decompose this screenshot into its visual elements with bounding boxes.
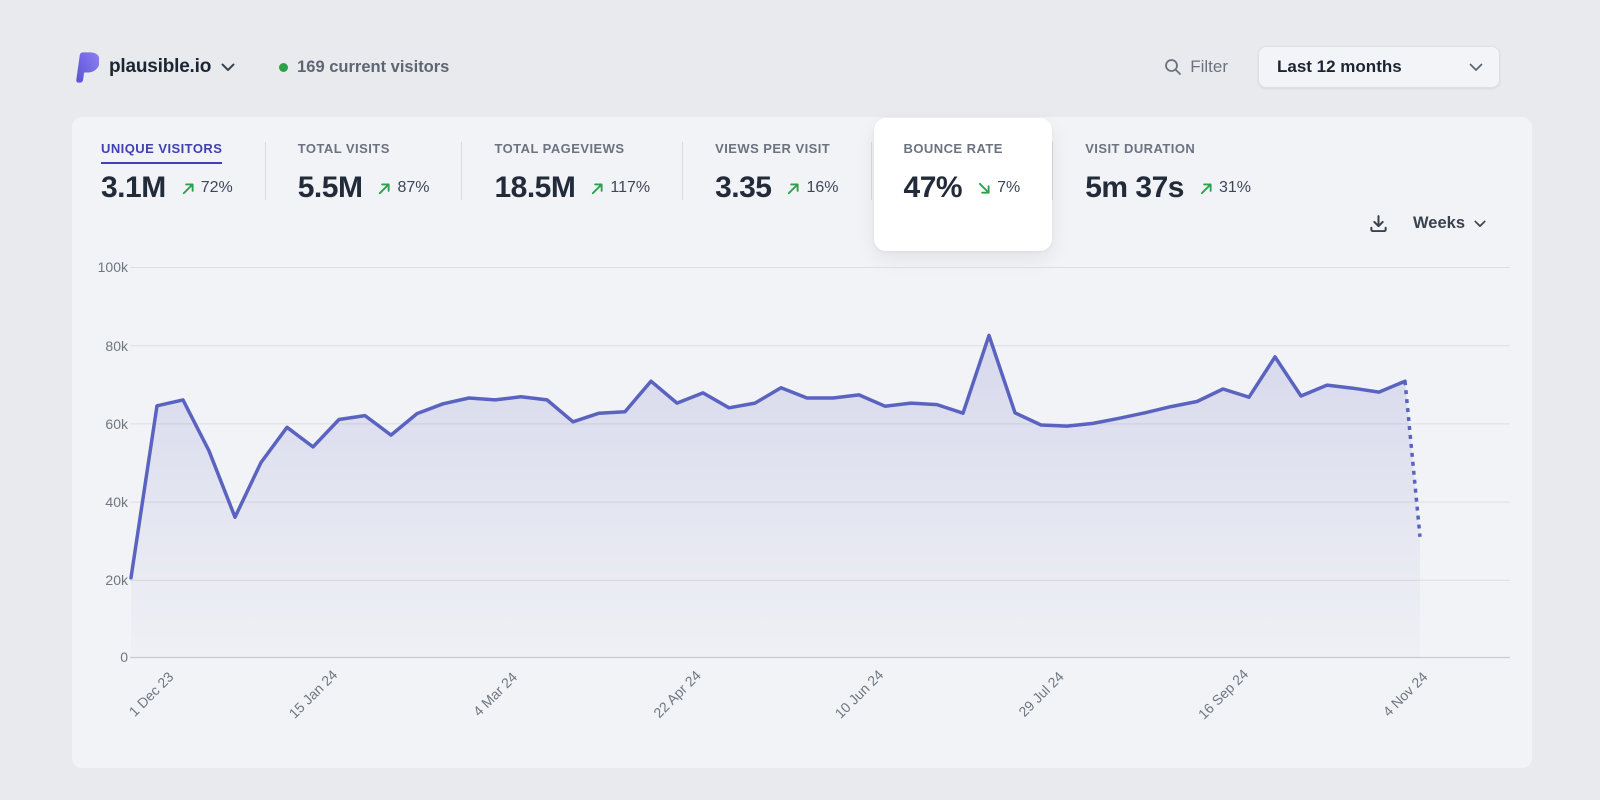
arrow-up-right-icon — [786, 181, 801, 196]
y-axis-tick-label: 60k — [105, 416, 128, 432]
stat-label: UNIQUE VISITORS — [101, 141, 223, 164]
stat-change: 7% — [997, 179, 1021, 196]
interval-dropdown[interactable]: Weeks — [1413, 214, 1486, 233]
stat-change: 117% — [610, 179, 651, 196]
stat-change: 31% — [1218, 179, 1251, 196]
stat-unique-visitors[interactable]: UNIQUE VISITORS 3.1M 72% — [101, 140, 233, 205]
stat-label: TOTAL VISITS — [297, 141, 390, 156]
arrow-up-right-icon — [1199, 181, 1214, 196]
stat-divider — [264, 142, 266, 200]
stat-visit-duration[interactable]: VISIT DURATION 5m 37s 31% — [1085, 140, 1251, 205]
interval-label: Weeks — [1413, 214, 1465, 232]
stat-label: TOTAL PAGEVIEWS — [494, 141, 625, 156]
chevron-down-icon — [1469, 63, 1483, 72]
stat-change: 16% — [806, 179, 839, 196]
top-stats-row: UNIQUE VISITORS 3.1M 72% TOTAL VISITS 5.… — [101, 118, 1251, 251]
stat-label: VISIT DURATION — [1085, 141, 1196, 156]
site-name: plausible.io — [109, 56, 212, 77]
top-header: plausible.io 169 current visitors Filter… — [72, 44, 1500, 90]
stat-value: 3.35 — [715, 171, 772, 204]
filter-label: Filter — [1190, 57, 1228, 76]
chevron-down-icon — [1474, 220, 1486, 228]
stat-divider — [461, 142, 463, 200]
current-visitors-label: 169 current visitors — [297, 57, 450, 76]
y-axis-tick-label: 100k — [97, 259, 128, 275]
y-axis-tick-label: 40k — [105, 494, 128, 510]
stat-value: 18.5M — [494, 171, 576, 204]
chart-line — [129, 333, 1407, 580]
arrow-up-right-icon — [377, 181, 392, 196]
stat-change: 87% — [397, 179, 430, 196]
site-switcher[interactable]: plausible.io — [72, 51, 235, 84]
arrow-down-right-icon — [977, 181, 992, 196]
y-axis-tick-label: 80k — [105, 338, 128, 354]
current-visitors[interactable]: 169 current visitors — [279, 58, 449, 77]
stat-value: 47% — [903, 171, 963, 204]
filter-button[interactable]: Filter — [1164, 57, 1228, 77]
stat-total-pageviews[interactable]: TOTAL PAGEVIEWS 18.5M 117% — [494, 140, 650, 205]
stat-total-visits[interactable]: TOTAL VISITS 5.5M 87% — [298, 140, 430, 205]
live-dot-icon — [279, 62, 289, 72]
stat-label: VIEWS PER VISIT — [715, 141, 831, 156]
arrow-up-right-icon — [181, 181, 196, 196]
stat-divider — [870, 142, 872, 200]
y-axis-tick-label: 20k — [105, 572, 128, 588]
bounce-rate-highlight-card — [873, 118, 1053, 251]
stat-value: 5m 37s — [1085, 171, 1184, 204]
stat-value: 5.5M — [297, 171, 363, 204]
chart-controls: Weeks — [1368, 213, 1486, 234]
plausible-logo-icon — [72, 51, 99, 84]
stat-change: 72% — [200, 179, 233, 196]
download-icon[interactable] — [1368, 213, 1389, 234]
arrow-up-right-icon — [590, 181, 605, 196]
dashboard-panel: UNIQUE VISITORS 3.1M 72% TOTAL VISITS 5.… — [72, 117, 1532, 768]
chevron-down-icon — [221, 63, 235, 72]
stat-divider — [1052, 142, 1054, 200]
stat-divider — [682, 142, 684, 200]
stat-bounce-rate[interactable]: BOUNCE RATE 47% 7% — [873, 118, 1053, 251]
search-icon — [1164, 58, 1182, 76]
stat-label: BOUNCE RATE — [903, 141, 1003, 156]
stat-views-per-visit[interactable]: VIEWS PER VISIT 3.35 16% — [715, 140, 838, 205]
chart-area-fill — [131, 335, 1420, 658]
y-axis-tick-label: 0 — [120, 649, 128, 665]
stat-value: 3.1M — [101, 171, 166, 204]
date-range-value: Last 12 months — [1277, 57, 1402, 76]
date-range-select[interactable]: Last 12 months — [1258, 46, 1500, 88]
visitors-chart-canvas — [129, 267, 1510, 659]
